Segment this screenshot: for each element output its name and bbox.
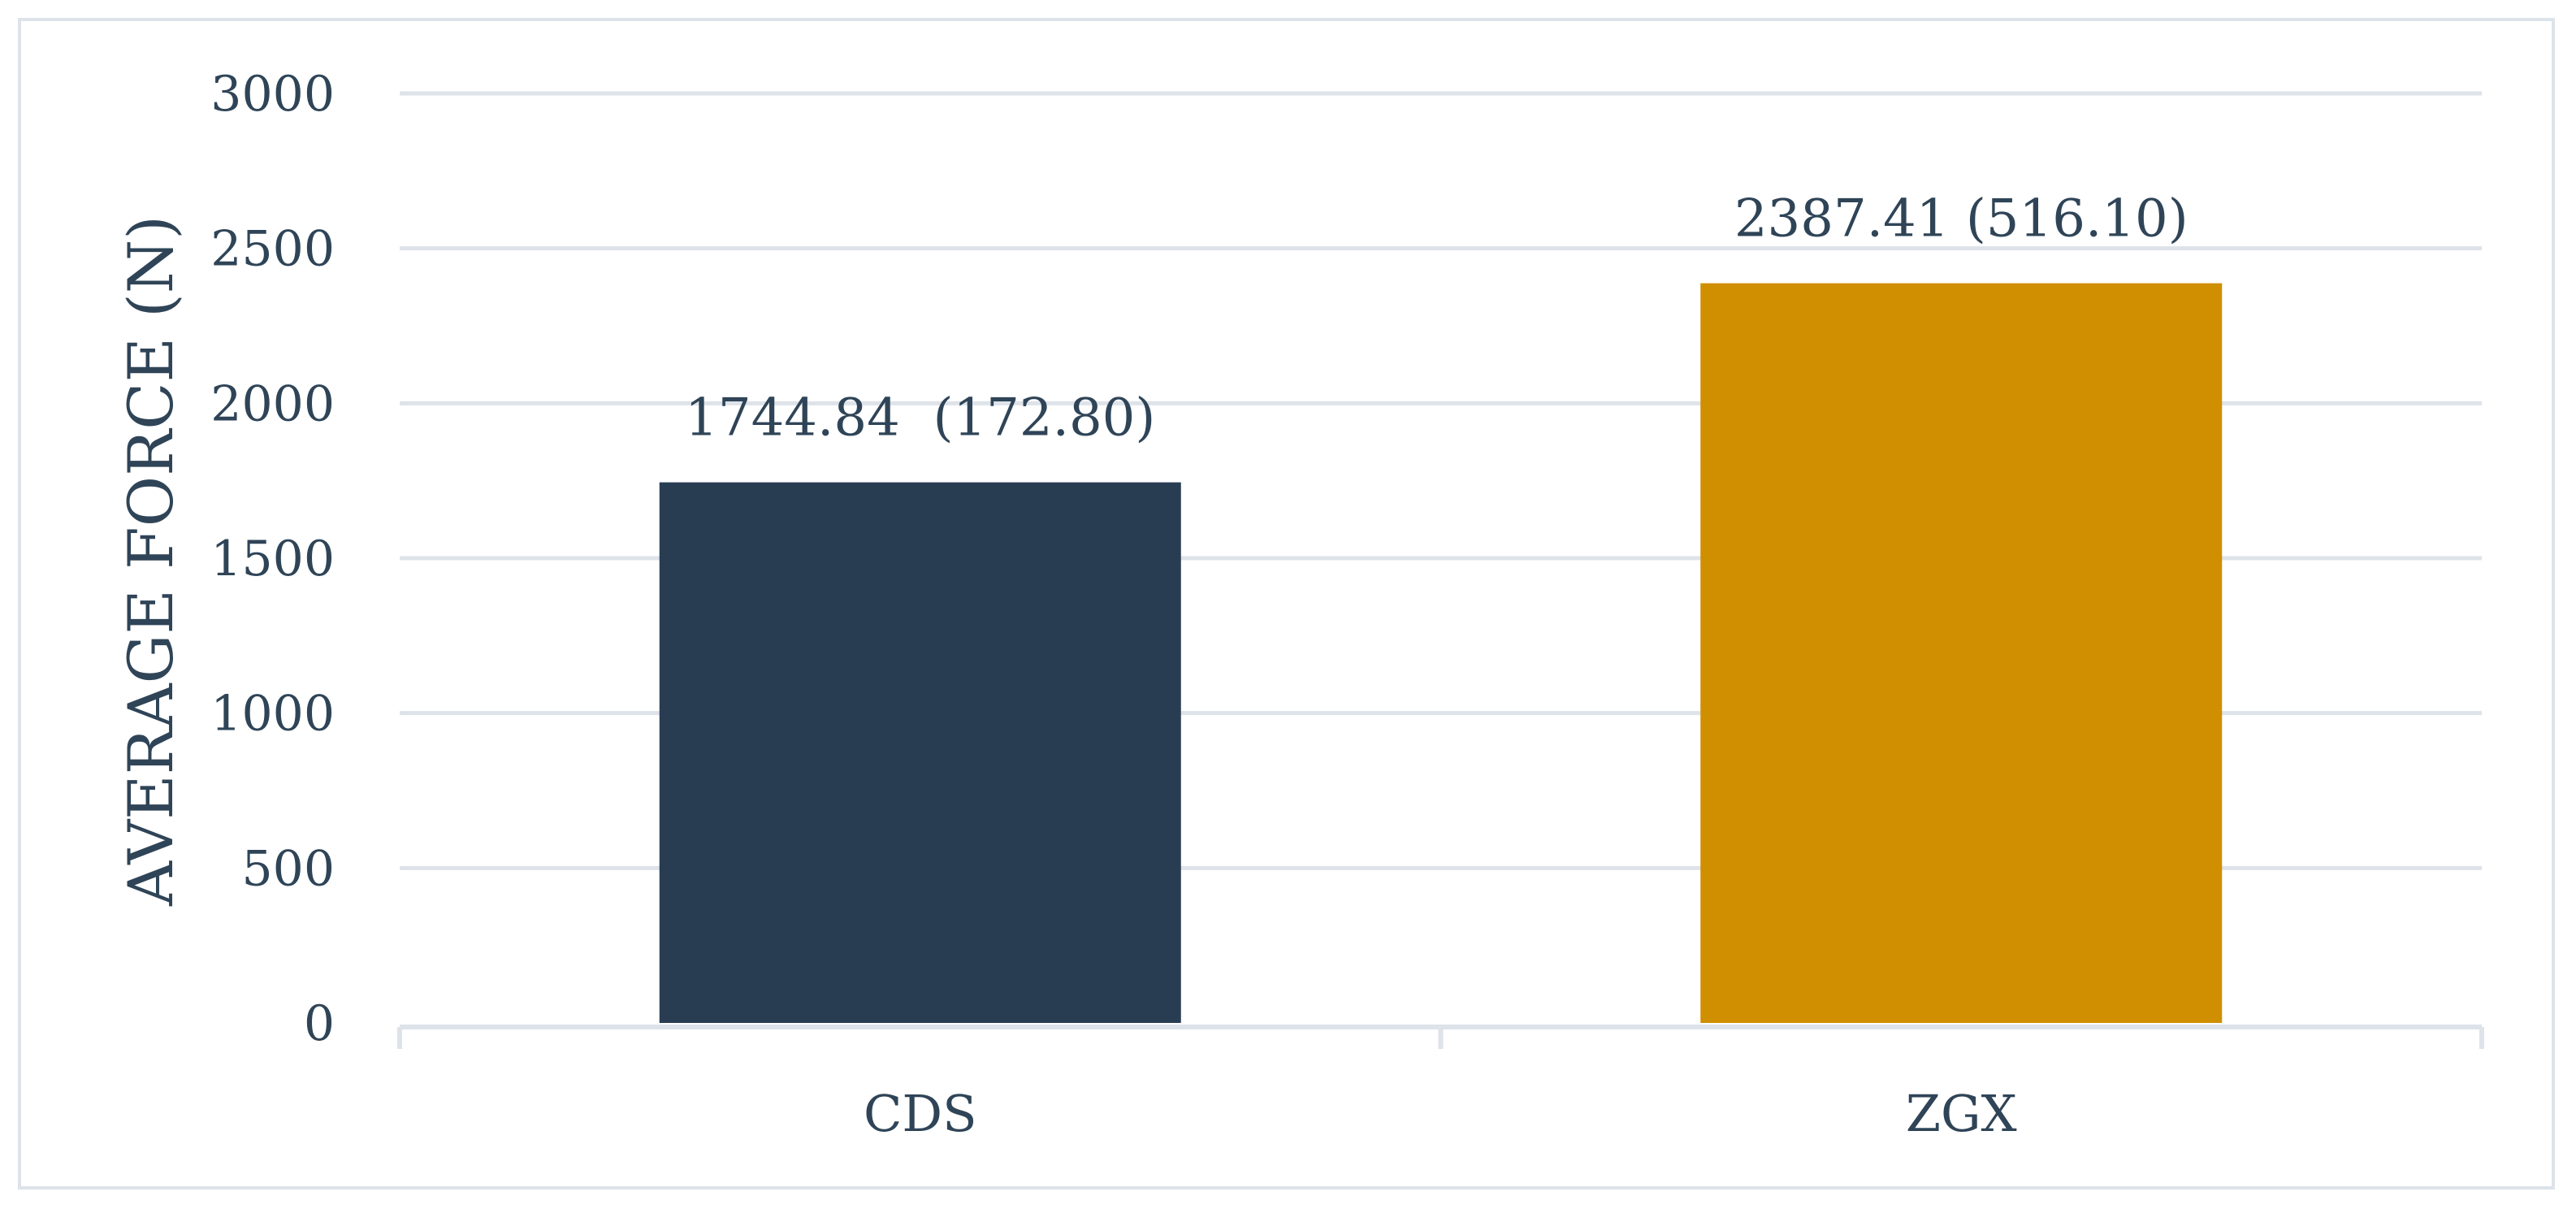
category-label-cds: CDS bbox=[864, 1084, 977, 1143]
category-labels: CDS ZGX bbox=[864, 1084, 2017, 1143]
y-tick-label: 1500 bbox=[210, 531, 335, 587]
y-tick-label: 2500 bbox=[210, 221, 335, 278]
y-tick-label: 0 bbox=[304, 995, 335, 1052]
data-label-zgx: 2387.41 (516.10) bbox=[1734, 189, 2189, 249]
x-axis bbox=[397, 1025, 2484, 1049]
bars bbox=[659, 283, 2223, 1024]
y-axis-title: AVERAGE FORCE (N) bbox=[115, 215, 187, 907]
y-tick-label: 1000 bbox=[210, 686, 335, 743]
y-tick-label: 2000 bbox=[210, 375, 335, 432]
y-tick-label: 3000 bbox=[210, 66, 335, 123]
y-tick-label: 500 bbox=[241, 840, 335, 897]
bar-cds bbox=[659, 482, 1181, 1023]
data-labels: 1744.84 (172.80) 2387.41 (516.10) bbox=[685, 189, 2189, 448]
y-axis-ticks: 0 500 1000 1500 2000 2500 3000 bbox=[210, 66, 335, 1052]
data-label-cds: 1744.84 (172.80) bbox=[685, 388, 1155, 448]
category-label-zgx: ZGX bbox=[1906, 1084, 2017, 1143]
bar-zgx bbox=[1700, 283, 2223, 1024]
